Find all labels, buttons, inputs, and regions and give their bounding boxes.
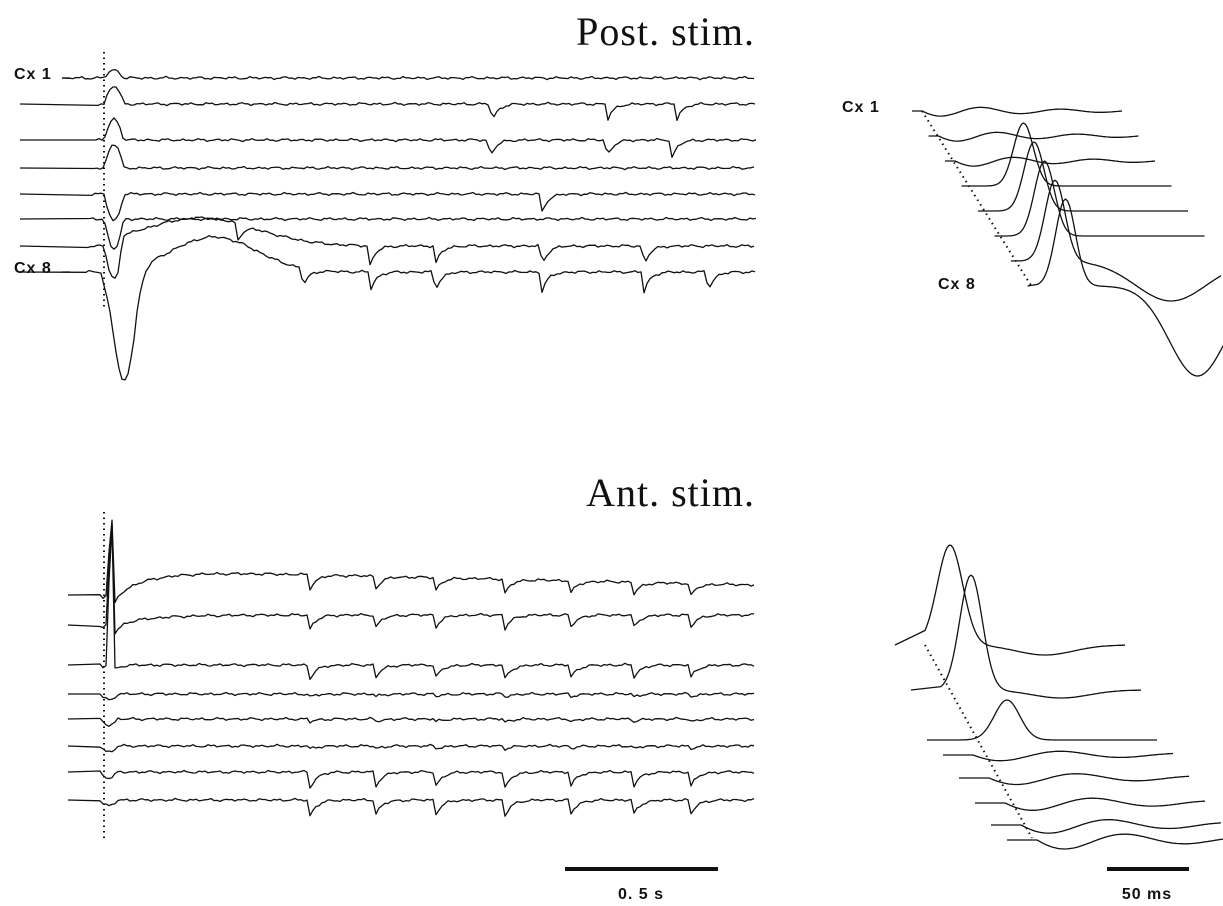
ant-long-trace-3: [67, 526, 755, 681]
post-long-label-cx8: Cx 8: [14, 260, 52, 277]
ant-long-trace-8: [67, 797, 755, 817]
ant-zoom-trace-3: [927, 699, 1157, 741]
ant-zoom-stim-marker: [924, 644, 1033, 839]
post-stim-zoom-traces: Cx 1 Cx 8: [842, 99, 1223, 377]
post-zoom-trace-2: [928, 131, 1139, 142]
post-zoom-label-cx1: Cx 1: [842, 99, 880, 116]
post-stim-title: Post. stim.: [576, 9, 755, 54]
ant-stim-long-traces: [67, 512, 755, 840]
post-long-trace-4: [19, 144, 755, 171]
post-long-trace-7: [19, 216, 755, 279]
post-zoom-trace-8: [1027, 198, 1223, 377]
scale-bar-short-label: 50 ms: [1122, 886, 1172, 903]
ant-zoom-trace-1: [894, 544, 1125, 656]
post-zoom-trace-1: [912, 106, 1123, 117]
post-zoom-trace-7: [1010, 179, 1222, 302]
post-zoom-trace-4: [961, 122, 1172, 187]
post-long-label-cx1: Cx 1: [14, 66, 52, 83]
post-long-trace-8: [19, 235, 756, 381]
ant-zoom-trace-2: [910, 574, 1142, 699]
post-zoom-trace-5: [978, 141, 1188, 212]
ant-zoom-trace-8: [1007, 833, 1223, 850]
ant-long-trace-5: [67, 716, 755, 727]
ant-stim-zoom-traces: [894, 544, 1223, 850]
ant-zoom-trace-6: [975, 797, 1206, 811]
post-zoom-trace-6: [994, 160, 1205, 237]
post-zoom-trace-3: [945, 156, 1156, 167]
ant-long-trace-7: [67, 769, 755, 789]
ant-zoom-trace-7: [991, 819, 1222, 834]
post-long-trace-1: [61, 68, 755, 81]
ant-stim-title: Ant. stim.: [586, 470, 755, 515]
post-long-trace-6: [19, 216, 757, 250]
ant-zoom-trace-4: [943, 750, 1174, 762]
ant-long-trace-4: [68, 691, 755, 701]
ant-zoom-trace-5: [959, 773, 1190, 786]
post-zoom-label-cx8: Cx 8: [938, 276, 976, 293]
post-long-trace-2: [19, 86, 756, 122]
scale-bar-long-label: 0. 5 s: [618, 886, 664, 903]
post-long-trace-3: [20, 117, 757, 159]
post-stim-long-traces: Cx 1 Cx 8: [14, 52, 757, 381]
ant-long-trace-2: [67, 522, 754, 635]
post-long-trace-5: [19, 191, 756, 222]
ant-long-trace-1: [67, 519, 755, 604]
ant-long-trace-6: [67, 743, 755, 753]
